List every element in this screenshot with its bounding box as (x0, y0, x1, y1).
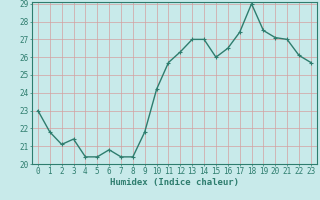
X-axis label: Humidex (Indice chaleur): Humidex (Indice chaleur) (110, 178, 239, 187)
